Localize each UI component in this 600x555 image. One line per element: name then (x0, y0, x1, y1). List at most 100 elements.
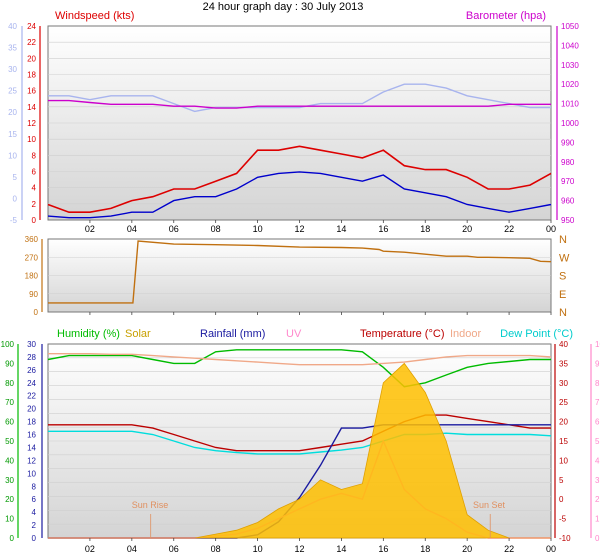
uv-tick-label: 9 (595, 359, 600, 368)
temp-left-tick-label: 12 (27, 456, 36, 465)
uv-tick-label: 8 (595, 379, 600, 388)
x-tick-label: 10 (253, 224, 263, 234)
indoor-label: Indoor (450, 328, 482, 340)
x-tick-label: 06 (169, 544, 179, 554)
x-tick-label: 18 (420, 224, 430, 234)
x-tick-label: 20 (462, 224, 472, 234)
temp-left-tick-label: 22 (27, 392, 36, 401)
series-layer (47, 83, 552, 539)
temp-right-tick-label: 35 (559, 359, 568, 368)
indoor-line (48, 353, 552, 366)
uv-tick-label: 1 (595, 515, 600, 524)
x-tick-label: 06 (169, 224, 179, 234)
humidity-tick-label: 20 (5, 495, 14, 504)
barometer-tick-label: 1000 (561, 119, 579, 128)
temp-left-tick-label: 16 (27, 431, 36, 440)
gust-tick-label: 0 (13, 194, 18, 203)
x-tick-label: 12 (294, 224, 304, 234)
temp-left-tick-label: 6 (32, 495, 37, 504)
winddir-compass-label: W (559, 252, 570, 264)
x-tick-label: 22 (504, 544, 514, 554)
x-tick-label: 20 (462, 544, 472, 554)
uv-tick-label: 4 (595, 456, 600, 465)
humidity-tick-label: 10 (5, 515, 14, 524)
humidity-tick-label: 70 (5, 398, 14, 407)
windspeed-tick-label: 16 (27, 87, 36, 96)
uv-label: UV (286, 328, 302, 340)
x-tick-label: 04 (127, 544, 137, 554)
temp-left-tick-label: 24 (27, 379, 36, 388)
gust-tick-label: 15 (8, 130, 17, 139)
temp-left-tick-label: 28 (27, 353, 36, 362)
gust-tick-label: 5 (13, 173, 18, 182)
temp-left-tick-label: 14 (27, 443, 36, 452)
temp-right-tick-label: -5 (559, 515, 567, 524)
barometer-axis-title: Barometer (hpa) (466, 10, 546, 22)
humidity-tick-label: 50 (5, 437, 14, 446)
x-tick-label: 12 (294, 544, 304, 554)
temp-left-tick-label: 4 (32, 508, 37, 517)
solar-area (48, 362, 551, 539)
winddir-compass-label: N (559, 234, 567, 246)
humidity-tick-label: 100 (1, 340, 15, 349)
barometer-tick-label: 980 (561, 158, 575, 167)
x-tick-label: 14 (336, 544, 346, 554)
x-tick-label: 22 (504, 224, 514, 234)
winddir-tick-label: 90 (29, 290, 38, 299)
barometer-tick-label: 1050 (561, 22, 579, 31)
windspeed-tick-label: 14 (27, 103, 36, 112)
windavg-line (47, 171, 552, 219)
gust-tick-label: 20 (8, 108, 17, 117)
gust-tick-label: 25 (8, 87, 17, 96)
uv-tick-label: 5 (595, 437, 600, 446)
winddir-tick-label: 0 (34, 308, 39, 317)
windspeed-tick-label: 24 (27, 22, 36, 31)
temp-right-tick-label: 10 (559, 456, 568, 465)
x-tick-label: 02 (85, 544, 95, 554)
windspeed-tick-label: 8 (32, 151, 37, 160)
barometer-line (48, 99, 551, 109)
x-tick-label: 14 (336, 224, 346, 234)
windspeed-tick-label: 18 (27, 71, 36, 80)
x-tick-label: 00 (546, 544, 556, 554)
temperature-label: Temperature (°C) (360, 328, 444, 340)
temperature-line (48, 414, 551, 452)
winddir-line (48, 240, 552, 304)
humidity-tick-label: 80 (5, 379, 14, 388)
uv-tick-label: 10 (595, 340, 600, 349)
barometer-tick-label: 970 (561, 177, 575, 186)
gust-line (48, 83, 551, 113)
x-tick-label: 18 (420, 544, 430, 554)
windspeed-line (47, 145, 552, 213)
gust-tick-label: -5 (10, 216, 18, 225)
x-tick-label: 08 (211, 224, 221, 234)
dewpoint-label: Dew Point (°C) (500, 328, 573, 340)
humidity-label: Humidity (%) (57, 328, 120, 340)
humidity-tick-label: 0 (10, 534, 15, 543)
panel-backgrounds (47, 25, 552, 539)
winddir-tick-label: 360 (25, 235, 39, 244)
temp-right-tick-label: 20 (559, 418, 568, 427)
winddir-compass-label: N (559, 307, 567, 319)
uv-tick-label: 7 (595, 398, 600, 407)
humidity-tick-label: 60 (5, 418, 14, 427)
x-tick-label: 10 (253, 544, 263, 554)
temp-left-tick-label: 2 (32, 521, 37, 530)
temp-left-tick-label: 0 (32, 534, 37, 543)
sunset-annotation: Sun Set (473, 500, 506, 510)
humidity-line (47, 349, 551, 388)
axes-layer: -505101520253035400246810121416182022249… (1, 22, 600, 554)
barometer-tick-label: 990 (561, 138, 575, 147)
humidity-tick-label: 90 (5, 359, 14, 368)
humidity-tick-label: 30 (5, 476, 14, 485)
labels-layer: 24 hour graph day : 30 July 2013 Windspe… (55, 1, 573, 510)
temp-left-tick-label: 10 (27, 469, 36, 478)
temp-right-tick-label: 0 (559, 495, 564, 504)
dewpoint-line (48, 430, 552, 455)
barometer-tick-label: 1030 (561, 61, 579, 70)
windspeed-tick-label: 10 (27, 135, 36, 144)
x-tick-label: 16 (378, 544, 388, 554)
solar-label: Solar (125, 328, 151, 340)
windspeed-tick-label: 4 (32, 184, 37, 193)
